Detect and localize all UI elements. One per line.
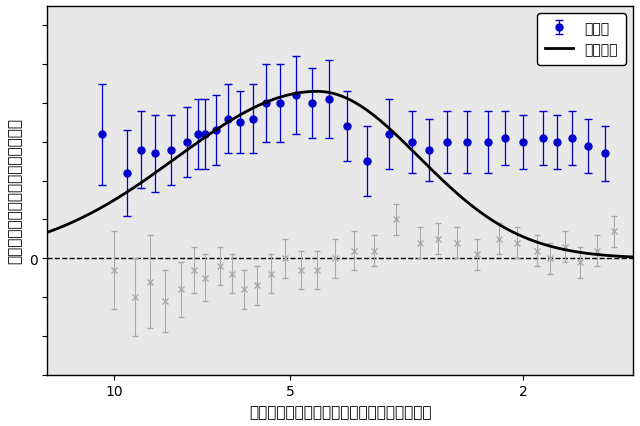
理論曲線 bbox=[348, 99, 355, 104]
理論曲線 bbox=[44, 230, 51, 235]
X-axis label: 離れた二つの銀河間の距離（単位：億光年）: 離れた二つの銀河間の距離（単位：億光年） bbox=[249, 404, 431, 419]
理論曲線 bbox=[311, 89, 319, 95]
Legend: 測定点, 理論曲線: 測定点, 理論曲線 bbox=[537, 14, 626, 65]
理論曲線 bbox=[56, 225, 64, 230]
理論曲線 bbox=[280, 95, 287, 100]
理論曲線 bbox=[351, 101, 359, 106]
理論曲線 bbox=[148, 173, 156, 178]
Line: 理論曲線: 理論曲線 bbox=[47, 92, 633, 257]
理論曲線 bbox=[629, 255, 637, 260]
Y-axis label: 離れた二つの銀河形状の相関の強さ: 離れた二つの銀河形状の相関の強さ bbox=[7, 118, 22, 264]
理論曲線 bbox=[314, 89, 321, 95]
